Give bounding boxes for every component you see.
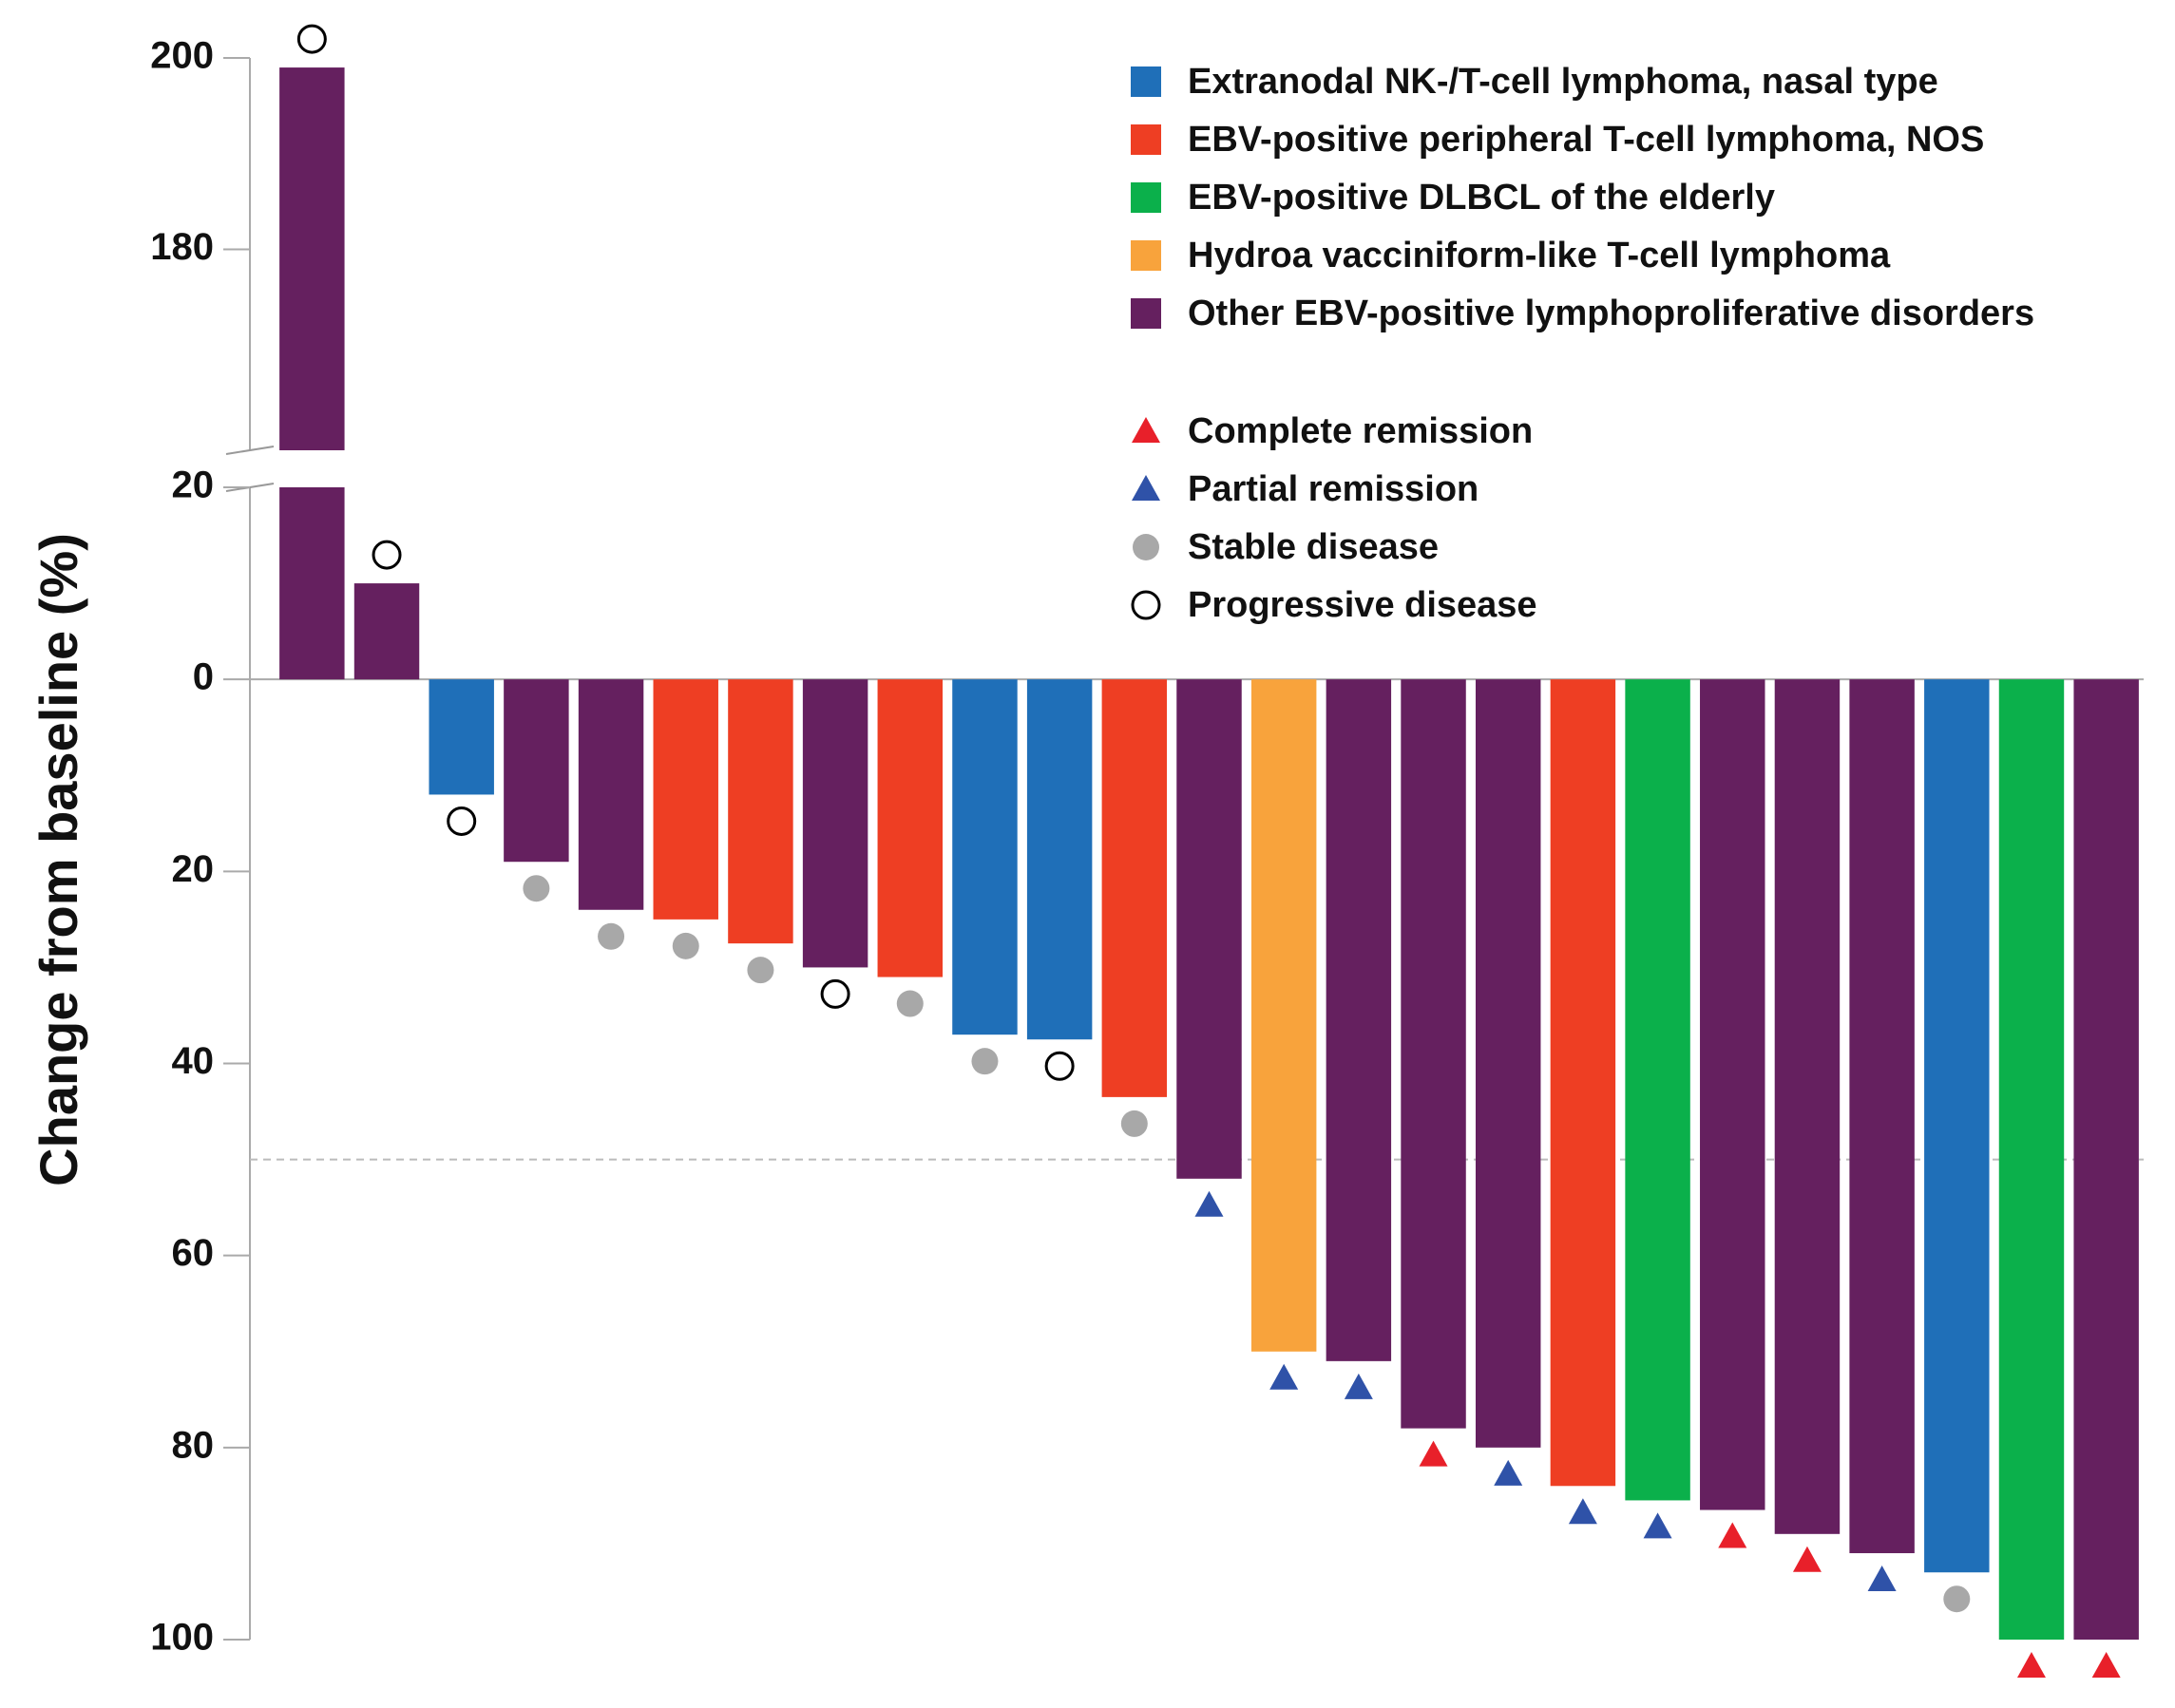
bar [1700, 679, 1765, 1510]
bar [1401, 679, 1466, 1429]
bar [728, 679, 793, 944]
response-marker [2091, 1652, 2121, 1678]
bar [353, 583, 420, 680]
bar [653, 679, 718, 920]
bar [1849, 679, 1915, 1554]
legend-swatch [1131, 66, 1161, 97]
response-marker [372, 540, 402, 570]
legend-label: Stable disease [1188, 527, 1439, 567]
response-marker [523, 875, 550, 902]
bar [1475, 679, 1541, 1448]
legend-marker [1132, 417, 1160, 443]
legend-swatch [1131, 124, 1161, 155]
response-marker [1044, 1051, 1075, 1081]
y-tick-label: 200 [150, 35, 214, 77]
legend-marker [1133, 534, 1159, 560]
response-marker [1568, 1498, 1597, 1525]
response-marker [1344, 1373, 1373, 1399]
response-marker [1419, 1440, 1448, 1467]
response-marker [1269, 1363, 1299, 1390]
response-marker [1194, 1190, 1224, 1217]
bar [1026, 679, 1093, 1040]
legend-label: Hydroa vacciniform-like T-cell lymphoma [1188, 236, 1891, 275]
y-tick-label: 0 [193, 656, 214, 698]
response-marker [1943, 1585, 1971, 1613]
bar [578, 679, 644, 910]
response-marker [1643, 1512, 1672, 1539]
y-tick-label: 100 [150, 1617, 214, 1659]
bar [1176, 679, 1242, 1179]
bar [1924, 679, 1990, 1573]
response-marker [896, 990, 924, 1017]
y-tick-label: 60 [172, 1232, 215, 1274]
y-tick-label: 20 [172, 465, 215, 506]
bar [1101, 679, 1168, 1097]
legend-label: Partial remission [1188, 469, 1479, 509]
legend-label: Complete remission [1188, 411, 1533, 451]
response-marker [1792, 1546, 1822, 1572]
bar [279, 67, 345, 450]
legend-swatch [1131, 240, 1161, 271]
legend-label: Other EBV-positive lymphoproliferative d… [1188, 294, 2034, 333]
bar [802, 679, 868, 968]
y-axis-title: Change from baseline (%) [29, 533, 88, 1186]
bar [877, 679, 944, 977]
response-marker [296, 24, 327, 54]
y-tick-label: 20 [172, 848, 215, 890]
response-marker [1718, 1522, 1747, 1548]
response-marker [1120, 1110, 1148, 1137]
y-tick-label: 180 [150, 226, 214, 268]
response-marker [820, 978, 850, 1009]
legend-swatch [1131, 298, 1161, 329]
bar [1625, 679, 1690, 1501]
bar [1774, 679, 1841, 1534]
y-tick-label: 40 [172, 1040, 215, 1082]
response-marker [672, 932, 699, 959]
response-marker [2016, 1652, 2046, 1678]
response-marker [1867, 1566, 1897, 1592]
bar [1326, 679, 1392, 1361]
response-marker [447, 806, 477, 836]
response-marker [1494, 1459, 1523, 1486]
bar [279, 487, 345, 680]
legend-label: Progressive disease [1188, 585, 1537, 625]
legend-marker [1132, 475, 1160, 501]
legend-swatch [1131, 182, 1161, 213]
bar [1250, 679, 1317, 1352]
bar [504, 679, 569, 863]
bar [1550, 679, 1616, 1487]
bar [429, 679, 494, 795]
legend-marker [1131, 590, 1161, 620]
response-marker [747, 957, 774, 984]
legend-label: Extranodal NK-/T-cell lymphoma, nasal ty… [1188, 62, 1938, 102]
legend-label: EBV-positive peripheral T-cell lymphoma,… [1188, 120, 1984, 160]
bar [952, 679, 1018, 1035]
y-tick-label: 80 [172, 1424, 215, 1466]
bar [2073, 679, 2139, 1640]
axis-break [225, 446, 275, 492]
legend-label: EBV-positive DLBCL of the elderly [1188, 178, 1775, 218]
bar [1998, 679, 2065, 1640]
response-marker [598, 922, 625, 950]
response-marker [971, 1048, 999, 1075]
